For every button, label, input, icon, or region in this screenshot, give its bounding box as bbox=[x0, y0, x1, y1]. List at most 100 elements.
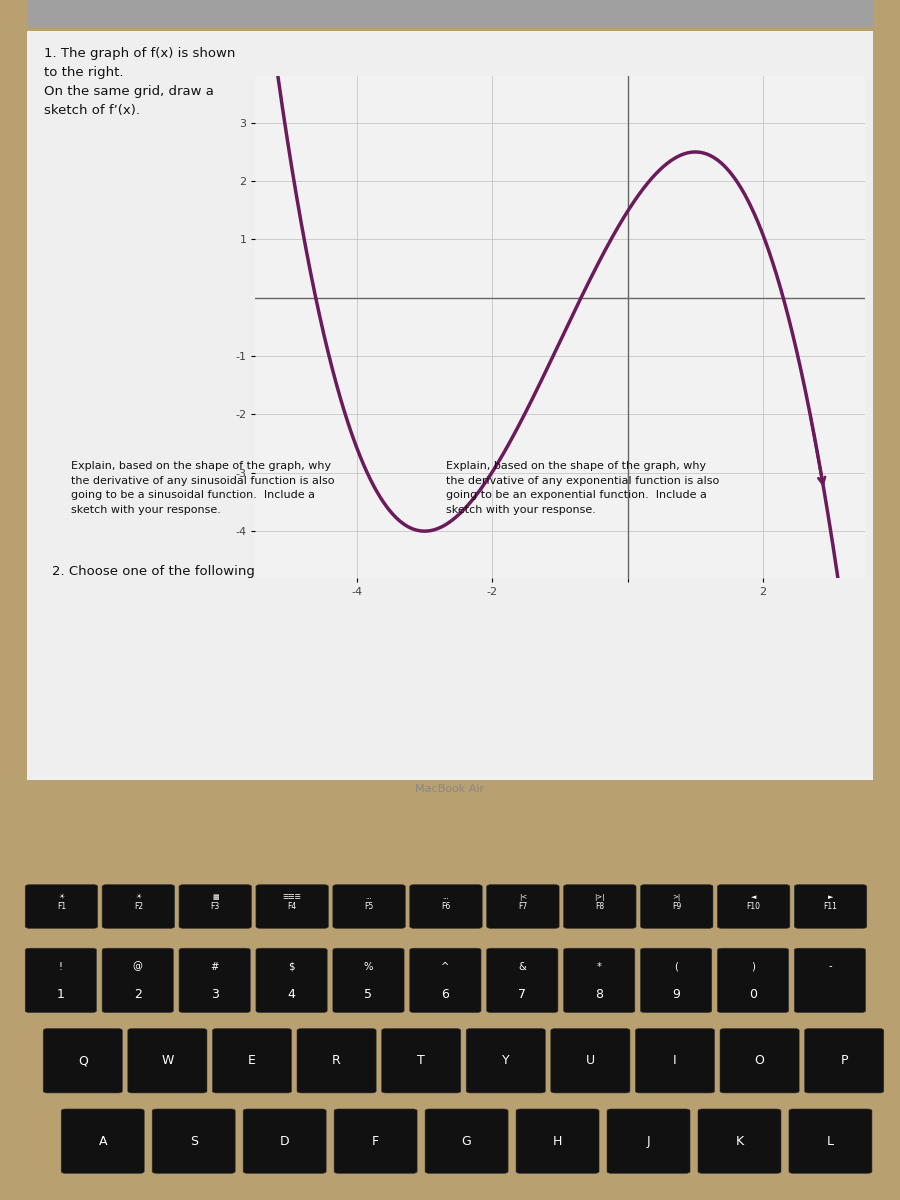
FancyBboxPatch shape bbox=[635, 1028, 715, 1093]
Text: F9: F9 bbox=[672, 902, 681, 911]
Text: G: G bbox=[462, 1135, 472, 1147]
Text: %: % bbox=[364, 961, 374, 972]
Text: F11: F11 bbox=[824, 902, 838, 911]
Text: F1: F1 bbox=[57, 902, 66, 911]
FancyBboxPatch shape bbox=[61, 1109, 144, 1174]
Text: -: - bbox=[828, 961, 832, 972]
Text: 9: 9 bbox=[672, 988, 680, 1001]
FancyBboxPatch shape bbox=[487, 884, 559, 929]
Text: 6: 6 bbox=[441, 988, 449, 1001]
FancyBboxPatch shape bbox=[382, 1028, 461, 1093]
Text: $: $ bbox=[288, 961, 295, 972]
Text: F6: F6 bbox=[441, 902, 451, 911]
Text: F7: F7 bbox=[518, 902, 527, 911]
Text: (: ( bbox=[674, 961, 678, 972]
FancyBboxPatch shape bbox=[466, 1028, 545, 1093]
FancyBboxPatch shape bbox=[563, 884, 636, 929]
Text: S: S bbox=[190, 1135, 198, 1147]
Text: |<: |< bbox=[518, 894, 527, 901]
Text: ◄: ◄ bbox=[751, 894, 756, 900]
FancyBboxPatch shape bbox=[43, 1028, 122, 1093]
Text: 1: 1 bbox=[57, 988, 65, 1001]
FancyBboxPatch shape bbox=[102, 948, 174, 1013]
Text: ☰☰☰: ☰☰☰ bbox=[283, 894, 302, 900]
Text: J: J bbox=[647, 1135, 651, 1147]
Text: 8: 8 bbox=[595, 988, 603, 1001]
FancyBboxPatch shape bbox=[102, 884, 175, 929]
FancyBboxPatch shape bbox=[563, 948, 634, 1013]
FancyBboxPatch shape bbox=[717, 948, 788, 1013]
Text: P: P bbox=[841, 1055, 848, 1067]
Text: I: I bbox=[673, 1055, 677, 1067]
Text: ...: ... bbox=[443, 894, 449, 900]
FancyBboxPatch shape bbox=[641, 948, 712, 1013]
Text: #: # bbox=[211, 961, 219, 972]
FancyBboxPatch shape bbox=[425, 1109, 508, 1174]
FancyBboxPatch shape bbox=[516, 1109, 599, 1174]
Text: U: U bbox=[586, 1055, 595, 1067]
FancyBboxPatch shape bbox=[256, 884, 328, 929]
FancyBboxPatch shape bbox=[410, 948, 481, 1013]
Text: ▦: ▦ bbox=[212, 894, 219, 900]
Text: F10: F10 bbox=[747, 902, 760, 911]
FancyBboxPatch shape bbox=[333, 948, 404, 1013]
Text: K: K bbox=[735, 1135, 743, 1147]
FancyBboxPatch shape bbox=[297, 1028, 376, 1093]
Text: W: W bbox=[161, 1055, 174, 1067]
Text: A: A bbox=[98, 1135, 107, 1147]
Text: ): ) bbox=[752, 961, 755, 972]
Text: @: @ bbox=[132, 961, 143, 972]
Text: F3: F3 bbox=[211, 902, 220, 911]
Text: H: H bbox=[553, 1135, 562, 1147]
Text: 5: 5 bbox=[364, 988, 373, 1001]
Text: MacBook Air: MacBook Air bbox=[416, 784, 484, 794]
FancyBboxPatch shape bbox=[795, 948, 866, 1013]
FancyBboxPatch shape bbox=[607, 1109, 690, 1174]
FancyBboxPatch shape bbox=[334, 1109, 417, 1174]
FancyBboxPatch shape bbox=[333, 884, 405, 929]
Text: |>|: |>| bbox=[595, 894, 605, 901]
FancyBboxPatch shape bbox=[698, 1109, 781, 1174]
FancyBboxPatch shape bbox=[179, 948, 250, 1013]
Text: &: & bbox=[518, 961, 526, 972]
Text: O: O bbox=[754, 1055, 764, 1067]
FancyBboxPatch shape bbox=[795, 884, 867, 929]
FancyBboxPatch shape bbox=[243, 1109, 326, 1174]
Text: Q: Q bbox=[77, 1055, 87, 1067]
FancyBboxPatch shape bbox=[641, 884, 713, 929]
Text: *: * bbox=[597, 961, 602, 972]
Text: ☀: ☀ bbox=[135, 894, 141, 900]
FancyBboxPatch shape bbox=[25, 948, 96, 1013]
Text: !: ! bbox=[58, 961, 63, 972]
Text: L: L bbox=[827, 1135, 834, 1147]
Text: 0: 0 bbox=[749, 988, 757, 1001]
Text: E: E bbox=[248, 1055, 256, 1067]
Text: ...: ... bbox=[365, 894, 373, 900]
Text: F4: F4 bbox=[287, 902, 297, 911]
Text: D: D bbox=[280, 1135, 290, 1147]
FancyBboxPatch shape bbox=[720, 1028, 799, 1093]
FancyBboxPatch shape bbox=[551, 1028, 630, 1093]
Text: F8: F8 bbox=[595, 902, 605, 911]
FancyBboxPatch shape bbox=[256, 948, 328, 1013]
Text: Explain, based on the shape of the graph, why
the derivative of any exponential : Explain, based on the shape of the graph… bbox=[446, 462, 719, 515]
FancyBboxPatch shape bbox=[410, 884, 482, 929]
Text: Y: Y bbox=[502, 1055, 509, 1067]
FancyBboxPatch shape bbox=[717, 884, 790, 929]
Text: F: F bbox=[372, 1135, 379, 1147]
Text: 4: 4 bbox=[288, 988, 295, 1001]
Text: 2: 2 bbox=[134, 988, 141, 1001]
Text: R: R bbox=[332, 1055, 341, 1067]
FancyBboxPatch shape bbox=[25, 884, 98, 929]
FancyBboxPatch shape bbox=[789, 1109, 872, 1174]
FancyBboxPatch shape bbox=[152, 1109, 235, 1174]
Text: F2: F2 bbox=[134, 902, 143, 911]
Text: 3: 3 bbox=[211, 988, 219, 1001]
FancyBboxPatch shape bbox=[487, 948, 558, 1013]
FancyBboxPatch shape bbox=[179, 884, 251, 929]
Text: 2. Choose one of the following to answer:: 2. Choose one of the following to answer… bbox=[52, 565, 329, 578]
Text: >|: >| bbox=[672, 894, 680, 901]
Text: ►: ► bbox=[828, 894, 833, 900]
Text: T: T bbox=[418, 1055, 425, 1067]
FancyBboxPatch shape bbox=[212, 1028, 292, 1093]
